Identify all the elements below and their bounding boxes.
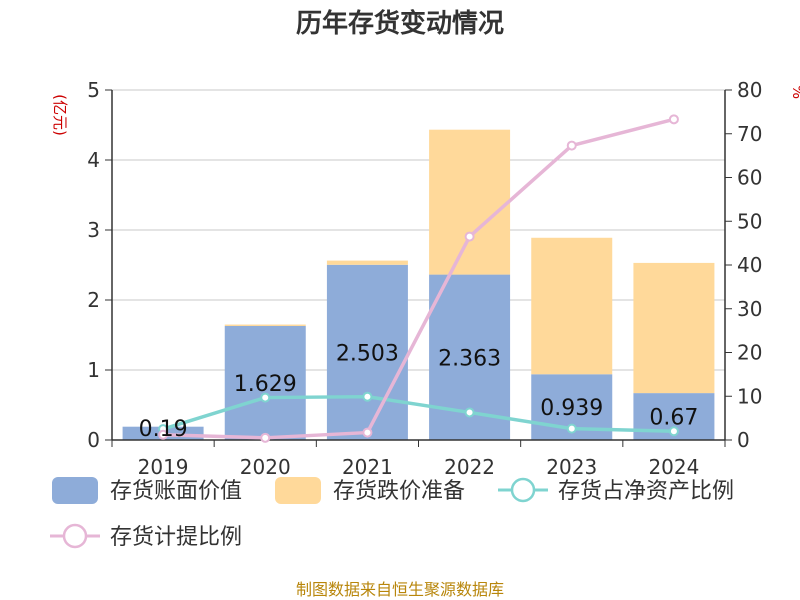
line-point [158,429,169,440]
series-line [163,117,675,440]
left-axis-tick-label: 0 [87,428,100,452]
bar-data-label: 1.629 [234,372,297,397]
right-axis-tick-label: 60 [737,166,762,190]
chart-title: 历年存货变动情况 [296,8,504,39]
right-axis-tick-label: 30 [737,297,762,321]
line-point [668,114,679,125]
axes: 01234501020304050607080(亿元)%201920202021… [51,78,800,479]
right-axis-tick-label: 40 [737,253,762,277]
bar [531,237,613,375]
legend-swatch [275,477,321,504]
bar [429,129,511,275]
x-axis-tick-label: 2020 [240,455,291,479]
bars [122,129,715,440]
right-axis-tick-label: 0 [737,428,750,452]
right-axis-tick-label: 50 [737,209,762,233]
line-point [260,432,271,443]
bar-data-label: 0.67 [649,406,698,431]
right-axis-unit: % [789,85,800,99]
right-axis-tick-label: 10 [737,384,762,408]
line-point [566,423,577,434]
line-point [362,427,373,438]
left-axis-tick-label: 3 [87,218,100,242]
bar [224,324,306,326]
line-point [668,426,679,437]
left-axis-tick-label: 5 [87,78,100,102]
legend-swatch [52,477,98,504]
bar-data-label: 2.363 [438,346,501,371]
legend-label: 存货账面价值 [110,479,242,504]
x-axis-tick-label: 2023 [546,455,597,479]
left-axis-tick-label: 4 [87,148,100,172]
x-axis-tick-label: 2024 [648,455,699,479]
bar [224,325,306,440]
x-axis-tick-label: 2022 [444,455,495,479]
line-point [464,231,475,242]
line-point [260,392,271,403]
legend-marker [62,523,88,549]
bar-data-label: 0.19 [139,417,188,442]
source-note: 制图数据来自恒生聚源数据库 [296,580,504,599]
right-axis-tick-label: 20 [737,341,762,365]
bar-data-label: 2.503 [336,341,399,366]
bar [326,264,408,440]
left-axis-unit: (亿元) [51,94,69,136]
x-axis-tick-label: 2019 [138,455,189,479]
grid [112,89,725,371]
bar [326,260,408,265]
bar-data-label: 0.939 [540,396,603,421]
right-axis-tick-label: 80 [737,78,762,102]
left-axis-tick-label: 1 [87,358,100,382]
legend-marker [510,477,536,503]
left-axis-tick-label: 2 [87,288,100,312]
x-axis-tick-label: 2021 [342,455,393,479]
legend-label: 存货占净资产比例 [558,479,734,504]
legend-label: 存货跌价准备 [333,479,465,504]
legend-label: 存货计提比例 [110,525,242,550]
line-point [566,140,577,151]
data-labels: 0.19 1.629 2.503 2.363 0.939 0.67 [139,341,699,442]
line-point [362,391,373,402]
bar [633,262,715,394]
lines [158,114,679,443]
right-axis-tick-label: 70 [737,122,762,146]
series-line [162,394,674,433]
line-point [464,407,475,418]
